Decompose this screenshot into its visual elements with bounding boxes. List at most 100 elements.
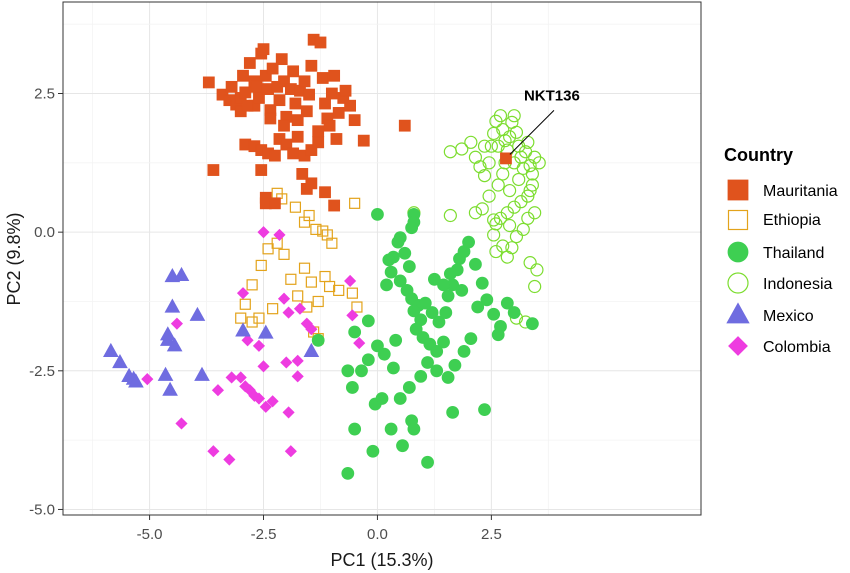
x-tick-label: 2.5 <box>481 526 502 543</box>
point-mauritania <box>255 164 268 176</box>
point-mauritania <box>291 114 304 127</box>
point-ethiopia <box>246 279 258 291</box>
point-mauritania <box>328 69 341 82</box>
point-thailand <box>418 296 432 310</box>
point-colombia <box>282 406 295 419</box>
point-indonesia <box>491 139 505 153</box>
point-mauritania <box>330 133 343 145</box>
legend: Country Mauritania Ethiopia Thailand Ind… <box>724 145 838 356</box>
point-mexico <box>189 306 206 321</box>
point-indonesia <box>509 229 524 244</box>
point-indonesia <box>484 139 498 153</box>
point-mauritania <box>273 94 286 107</box>
x-axis-title: PC1 (15.3%) <box>330 550 433 570</box>
point-colombia <box>291 354 304 367</box>
point-mauritania <box>323 119 336 132</box>
legend-key-indonesia <box>727 272 749 294</box>
point-mauritania <box>287 147 300 160</box>
annotation-label-nkt136: NKT136 <box>524 87 580 104</box>
y-tick-label: 0.0 <box>34 224 55 241</box>
point-thailand <box>491 328 505 342</box>
point-thailand <box>341 364 355 378</box>
legend-label-colombia: Colombia <box>763 339 831 356</box>
point-mexico <box>159 326 176 341</box>
point-mexico <box>112 354 128 369</box>
point-indonesia <box>468 206 483 220</box>
point-colombia <box>225 371 238 384</box>
point-indonesia <box>496 239 510 253</box>
point-thailand <box>380 278 393 292</box>
point-thailand <box>384 265 398 279</box>
point-thailand <box>398 246 412 260</box>
point-thailand <box>430 364 444 378</box>
y-tick-label: -2.5 <box>29 363 55 380</box>
point-mauritania <box>237 69 249 82</box>
point-ethiopia <box>351 301 363 313</box>
point-thailand <box>391 235 405 249</box>
point-indonesia <box>509 125 524 139</box>
point-ethiopia <box>267 303 279 315</box>
point-mauritania <box>500 152 512 165</box>
point-indonesia <box>516 222 530 236</box>
point-mexico <box>173 266 190 282</box>
point-indonesia <box>525 178 539 192</box>
point-thailand <box>464 332 478 346</box>
point-mauritania <box>305 59 318 72</box>
point-mauritania <box>266 62 279 75</box>
point-thailand <box>311 333 325 347</box>
point-indonesia <box>487 213 501 227</box>
point-mauritania <box>278 119 290 132</box>
point-mauritania <box>202 76 215 89</box>
point-colombia <box>305 323 318 336</box>
point-thailand <box>437 335 450 349</box>
point-mexico <box>194 366 210 381</box>
point-ethiopia <box>235 312 247 324</box>
series-colombia <box>141 226 366 466</box>
point-thailand <box>446 405 460 419</box>
data-points <box>103 33 546 480</box>
point-indonesia <box>487 126 501 141</box>
point-indonesia <box>530 263 544 277</box>
point-colombia <box>170 317 183 330</box>
point-mauritania <box>325 87 338 100</box>
point-mexico <box>128 373 144 388</box>
point-mauritania <box>289 97 302 110</box>
point-colombia <box>236 287 250 300</box>
point-indonesia <box>477 139 492 153</box>
point-thailand <box>487 307 501 321</box>
point-mauritania <box>269 149 281 162</box>
point-ethiopia <box>326 237 338 249</box>
point-mauritania <box>357 134 370 147</box>
point-mexico <box>164 298 181 313</box>
x-tick-label: -2.5 <box>251 526 277 543</box>
point-colombia <box>207 445 220 458</box>
point-colombia <box>266 395 279 408</box>
point-indonesia <box>443 208 457 223</box>
point-colombia <box>141 373 154 386</box>
point-thailand <box>409 322 423 336</box>
point-thailand <box>348 325 362 339</box>
point-thailand <box>405 221 419 235</box>
point-thailand <box>480 293 494 307</box>
point-indonesia <box>507 109 521 123</box>
point-thailand <box>396 439 409 453</box>
point-colombia <box>257 360 270 373</box>
point-colombia <box>252 392 266 405</box>
legend-label-mauritania: Mauritania <box>763 183 838 200</box>
legend-key-thailand <box>727 241 749 263</box>
point-thailand <box>386 361 400 375</box>
point-indonesia <box>523 183 537 198</box>
series-indonesia <box>407 109 546 329</box>
point-indonesia <box>512 172 526 187</box>
point-thailand <box>448 358 462 372</box>
legend-keys <box>726 179 750 356</box>
point-mexico <box>162 381 178 396</box>
legend-label-mexico: Mexico <box>763 308 814 325</box>
legend-label-ethiopia: Ethiopia <box>763 212 821 229</box>
point-mauritania <box>225 80 238 93</box>
y-tick-label: -5.0 <box>29 501 55 518</box>
point-colombia <box>175 417 188 430</box>
y-tick-label: 2.5 <box>34 86 55 103</box>
point-thailand <box>371 339 384 353</box>
